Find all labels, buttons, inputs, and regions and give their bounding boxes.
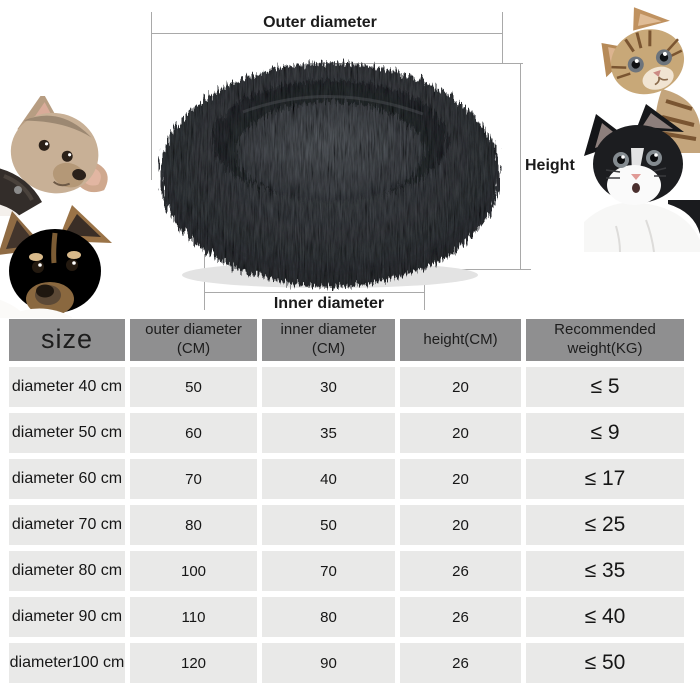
- height-top-line: [317, 63, 523, 64]
- outer-diameter-label: Outer diameter: [263, 14, 377, 31]
- outer-cell: 120: [130, 643, 257, 683]
- inner-cell: 80: [262, 597, 395, 637]
- outer-cell: 100: [130, 551, 257, 591]
- table-row: diameter 40 cm 50 30 20 ≤ 5: [9, 367, 684, 407]
- height-cell: 26: [400, 597, 521, 637]
- weight-cell: ≤ 40: [526, 597, 684, 637]
- size-cell: diameter 50 cm: [9, 413, 125, 453]
- outer-cell: 50: [130, 367, 257, 407]
- table-row: diameter 80 cm 100 70 26 ≤ 35: [9, 551, 684, 591]
- height-cell: 20: [400, 505, 521, 545]
- inner-cell: 90: [262, 643, 395, 683]
- header-height: height(CM): [400, 319, 521, 361]
- header-inner-diameter: inner diameter (CM): [262, 319, 395, 361]
- inner-diameter-line: [204, 292, 425, 293]
- weight-cell: ≤ 5: [526, 367, 684, 407]
- weight-cell: ≤ 35: [526, 551, 684, 591]
- inner-cell: 40: [262, 459, 395, 499]
- outer-cell: 80: [130, 505, 257, 545]
- size-table: size outer diameter (CM) inner diameter …: [4, 313, 689, 689]
- header-outer-diameter: outer diameter (CM): [130, 319, 257, 361]
- weight-cell: ≤ 17: [526, 459, 684, 499]
- inner-cell: 30: [262, 367, 395, 407]
- size-cell: diameter 90 cm: [9, 597, 125, 637]
- dog-image-bottom: [0, 205, 124, 318]
- size-cell: diameter 80 cm: [9, 551, 125, 591]
- inner-cell: 35: [262, 413, 395, 453]
- size-cell: diameter100 cm: [9, 643, 125, 683]
- outer-cell: 60: [130, 413, 257, 453]
- height-cell: 26: [400, 643, 521, 683]
- size-cell: diameter 70 cm: [9, 505, 125, 545]
- outer-cell: 70: [130, 459, 257, 499]
- table-row: diameter 50 cm 60 35 20 ≤ 9: [9, 413, 684, 453]
- header-recommended-weight: Recommended weight(KG): [526, 319, 684, 361]
- outer-cell: 110: [130, 597, 257, 637]
- table-row: diameter100 cm 120 90 26 ≤ 50: [9, 643, 684, 683]
- table-row: diameter 70 cm 80 50 20 ≤ 25: [9, 505, 684, 545]
- inner-diameter-label: Inner diameter: [273, 295, 385, 312]
- height-label: Height: [525, 157, 575, 174]
- dog-image-top: [0, 96, 126, 216]
- cat-image-bottom: [576, 100, 700, 252]
- weight-cell: ≤ 9: [526, 413, 684, 453]
- header-size: size: [9, 319, 125, 361]
- table-row: diameter 60 cm 70 40 20 ≤ 17: [9, 459, 684, 499]
- height-vertical-line: [520, 63, 521, 269]
- outer-diameter-line: [151, 33, 503, 34]
- cat-image-top: [600, 5, 700, 153]
- weight-cell: ≤ 25: [526, 505, 684, 545]
- inner-cell: 70: [262, 551, 395, 591]
- weight-cell: ≤ 50: [526, 643, 684, 683]
- inner-diameter-left-tick: [204, 254, 205, 310]
- table-row: diameter 90 cm 110 80 26 ≤ 40: [9, 597, 684, 637]
- pet-bed-image: [143, 42, 523, 304]
- outer-diameter-right-tick: [502, 12, 503, 63]
- size-table-header-row: size outer diameter (CM) inner diameter …: [9, 319, 684, 361]
- size-cell: diameter 40 cm: [9, 367, 125, 407]
- height-cell: 20: [400, 413, 521, 453]
- height-cell: 20: [400, 459, 521, 499]
- height-cell: 26: [400, 551, 521, 591]
- height-cell: 20: [400, 367, 521, 407]
- size-cell: diameter 60 cm: [9, 459, 125, 499]
- inner-cell: 50: [262, 505, 395, 545]
- outer-diameter-left-tick: [151, 12, 152, 180]
